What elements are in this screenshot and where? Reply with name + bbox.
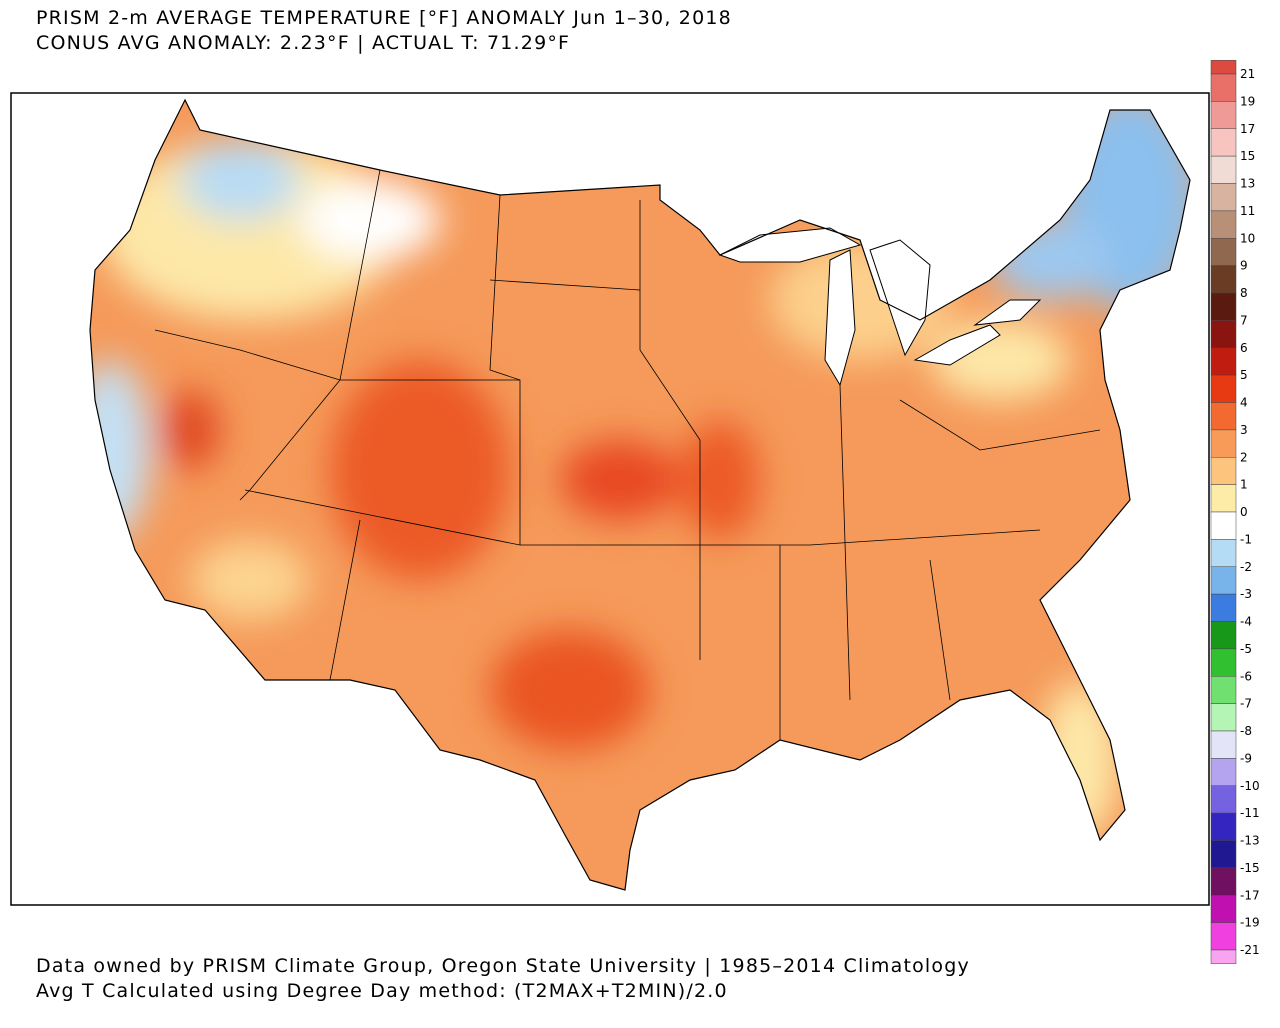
legend-label: -13 <box>1240 834 1260 848</box>
title: PRISM 2-m AVERAGE TEMPERATURE [°F] ANOMA… <box>36 7 732 29</box>
footer-line: Avg T Calculated using Degree Day method… <box>36 980 728 1002</box>
legend-label: 5 <box>1240 368 1248 382</box>
legend-label: 19 <box>1240 94 1255 108</box>
legend-swatch <box>1210 101 1237 129</box>
legend-label: 6 <box>1240 341 1248 355</box>
legend-label: -3 <box>1240 587 1252 601</box>
legend-swatch <box>1210 758 1237 786</box>
legend-label: -1 <box>1240 532 1252 546</box>
legend-swatch <box>1210 374 1237 403</box>
legend-swatch <box>1210 812 1237 841</box>
legend-label: 15 <box>1240 149 1255 163</box>
legend-label: 1 <box>1240 478 1248 492</box>
legend-swatch <box>1210 402 1237 431</box>
legend-swatch <box>1210 648 1237 677</box>
legend-swatch <box>1210 429 1237 458</box>
legend-label: -2 <box>1240 560 1252 574</box>
legend-label: -9 <box>1240 751 1252 765</box>
legend: 211917151311109876543210-1-2-3-4-5-6-7-8… <box>1210 60 1260 964</box>
legend-swatch <box>1210 566 1237 595</box>
legend-label: 11 <box>1240 204 1255 218</box>
legend-label: 10 <box>1240 231 1255 245</box>
legend-label: -21 <box>1240 943 1260 957</box>
legend-label: -7 <box>1240 697 1252 711</box>
legend-label: 13 <box>1240 177 1255 191</box>
legend-swatch <box>1210 183 1237 212</box>
legend-label: 9 <box>1240 259 1248 273</box>
legend-label: 17 <box>1240 122 1255 136</box>
legend-label: 4 <box>1240 396 1248 410</box>
great-lakes <box>718 227 1042 387</box>
legend-swatch <box>1210 155 1237 184</box>
legend-swatch <box>1210 265 1237 294</box>
legend-swatch <box>1210 292 1237 321</box>
legend-swatch <box>1210 539 1237 567</box>
legend-swatch <box>1210 840 1237 869</box>
subtitle: CONUS AVG ANOMALY: 2.23°F | ACTUAL T: 71… <box>36 32 570 54</box>
legend-label: -4 <box>1240 615 1252 629</box>
legend-label: -17 <box>1240 888 1260 902</box>
legend-swatch <box>1210 593 1237 622</box>
legend-swatch <box>1210 347 1237 376</box>
legend-swatch <box>1210 895 1237 923</box>
legend-swatch <box>1210 785 1237 814</box>
legend-label: 7 <box>1240 313 1248 327</box>
legend-label: 8 <box>1240 286 1248 300</box>
legend-label: -6 <box>1240 669 1252 683</box>
legend-swatch <box>1210 621 1237 650</box>
legend-swatch <box>1210 128 1237 157</box>
legend-swatch <box>1210 949 1237 964</box>
legend-label: 2 <box>1240 450 1248 464</box>
legend-label: 0 <box>1240 505 1248 519</box>
legend-label: 21 <box>1240 67 1255 81</box>
legend-label: -11 <box>1240 806 1260 820</box>
legend-swatch <box>1210 867 1237 896</box>
legend-swatch <box>1210 676 1237 704</box>
legend-label: -15 <box>1240 861 1260 875</box>
legend-label: -8 <box>1240 724 1252 738</box>
legend-swatch <box>1210 210 1237 239</box>
legend-swatch <box>1210 511 1237 540</box>
legend-swatch <box>1210 730 1237 759</box>
legend-label: -19 <box>1240 916 1260 930</box>
state-borders <box>154 169 1101 740</box>
legend-swatch <box>1210 922 1237 951</box>
legend-label: -10 <box>1240 779 1260 793</box>
legend-swatch <box>1210 703 1237 732</box>
legend-swatch <box>1210 320 1237 348</box>
legend-label: 3 <box>1240 423 1248 437</box>
legend-label: -5 <box>1240 642 1252 656</box>
legend-swatch <box>1210 484 1237 513</box>
legend-swatch <box>1210 73 1237 102</box>
legend-swatch <box>1210 238 1237 266</box>
footer-line: Data owned by PRISM Climate Group, Orego… <box>36 955 970 977</box>
legend-swatch <box>1210 60 1237 75</box>
legend-swatch <box>1210 457 1237 485</box>
